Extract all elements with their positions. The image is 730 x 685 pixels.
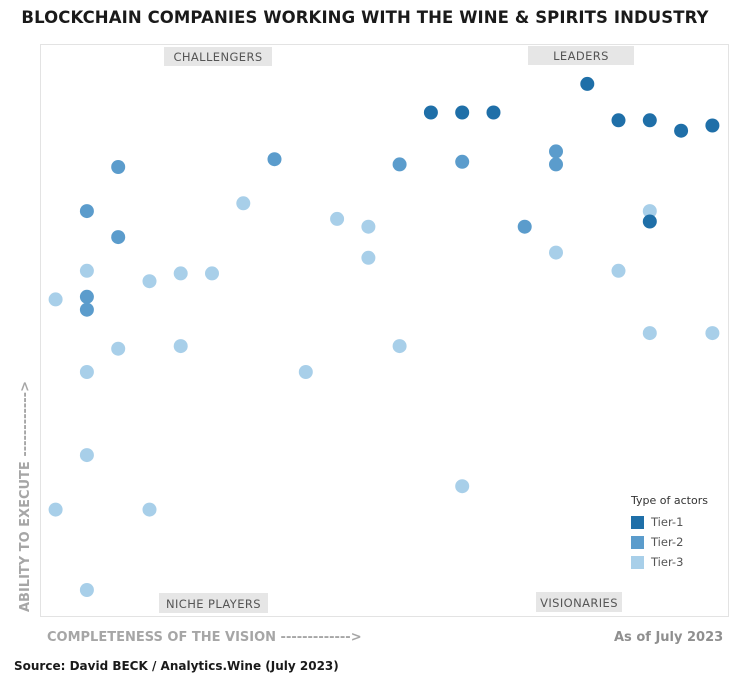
point-tier-2-6 <box>267 152 282 167</box>
point-tier-1-8 <box>705 118 720 133</box>
point-tier-1-5 <box>611 113 626 128</box>
point-tier-1-4 <box>580 76 595 91</box>
source-note: Source: David BECK / Analytics.Wine (Jul… <box>14 659 339 673</box>
x-axis-label: COMPLETENESS OF THE VISION -------------… <box>47 630 362 645</box>
point-tier-2-7 <box>392 157 407 172</box>
point-tier-3-10 <box>111 341 126 356</box>
point-tier-2-4 <box>79 289 94 304</box>
y-axis-label: ABILITY TO EXECUTE ------------> <box>18 381 33 612</box>
point-tier-3-17 <box>642 204 657 219</box>
plot-area <box>40 44 729 617</box>
legend-item-tier-1: Tier-1 <box>631 512 708 532</box>
point-tier-2-1 <box>79 204 94 219</box>
legend-item-tier-2: Tier-2 <box>631 532 708 552</box>
point-tier-3-7 <box>330 211 345 226</box>
point-tier-3-11 <box>173 339 188 354</box>
point-tier-3-2 <box>48 292 63 307</box>
quadrant-label-leaders-text: LEADERS <box>553 49 609 63</box>
point-tier-3-4 <box>142 274 157 289</box>
point-tier-1-1 <box>423 105 438 120</box>
point-tier-3-22 <box>142 502 157 517</box>
point-tier-3-23 <box>455 479 470 494</box>
point-tier-3-9 <box>361 250 376 265</box>
legend: Type of actors Tier-1 Tier-2 Tier-3 <box>631 494 708 572</box>
legend-label-tier-1: Tier-1 <box>651 515 684 529</box>
point-tier-3-6 <box>205 266 219 281</box>
point-tier-3-1 <box>236 196 251 211</box>
point-tier-1-2 <box>455 105 470 120</box>
quadrant-label-leaders: LEADERS <box>528 46 634 65</box>
chart-title: BLOCKCHAIN COMPANIES WORKING WITH THE WI… <box>21 8 709 27</box>
point-tier-3-14 <box>392 339 407 354</box>
legend-swatch-tier-3 <box>631 555 644 569</box>
legend-title: Type of actors <box>631 494 708 507</box>
point-tier-2-5 <box>79 302 94 317</box>
point-tier-3-13 <box>298 365 313 379</box>
point-tier-3-3 <box>79 263 94 278</box>
point-tier-1-9 <box>642 214 657 229</box>
point-tier-1-7 <box>674 123 689 138</box>
point-tier-2-11 <box>517 219 532 234</box>
point-tier-2-8 <box>455 154 470 169</box>
as-of-date: As of July 2023 <box>614 630 724 645</box>
legend-swatch-tier-2 <box>631 535 644 549</box>
point-tier-1-6 <box>642 113 657 128</box>
point-tier-3-5 <box>173 266 188 281</box>
quadrant-label-visionaries-text: VISIONARIES <box>540 596 618 610</box>
quadrant-label-challengers-text: CHALLENGERS <box>173 50 262 64</box>
quadrant-label-visionaries: VISIONARIES <box>536 592 622 612</box>
legend-item-tier-3: Tier-3 <box>631 552 708 572</box>
data-points <box>48 76 720 597</box>
quadrant-label-niche-players-text: NICHE PLAYERS <box>166 597 261 611</box>
point-tier-3-24 <box>79 583 94 597</box>
point-tier-3-16 <box>611 263 626 278</box>
point-tier-3-19 <box>705 326 720 341</box>
point-tier-3-15 <box>549 245 563 260</box>
point-tier-3-20 <box>79 448 94 463</box>
quadrant-label-niche-players: NICHE PLAYERS <box>159 593 268 613</box>
point-tier-2-9 <box>549 144 563 159</box>
legend-swatch-tier-1 <box>631 515 644 529</box>
legend-label-tier-3: Tier-3 <box>651 555 684 569</box>
legend-label-tier-2: Tier-2 <box>651 535 684 549</box>
point-tier-1-3 <box>486 105 501 120</box>
point-tier-3-12 <box>79 365 94 379</box>
point-tier-2-10 <box>549 157 563 172</box>
point-tier-3-18 <box>642 326 657 341</box>
point-tier-3-8 <box>361 219 376 234</box>
point-tier-2-2 <box>111 160 126 174</box>
quadrant-label-challengers: CHALLENGERS <box>164 47 272 66</box>
point-tier-3-21 <box>48 502 63 517</box>
point-tier-2-3 <box>111 230 126 245</box>
